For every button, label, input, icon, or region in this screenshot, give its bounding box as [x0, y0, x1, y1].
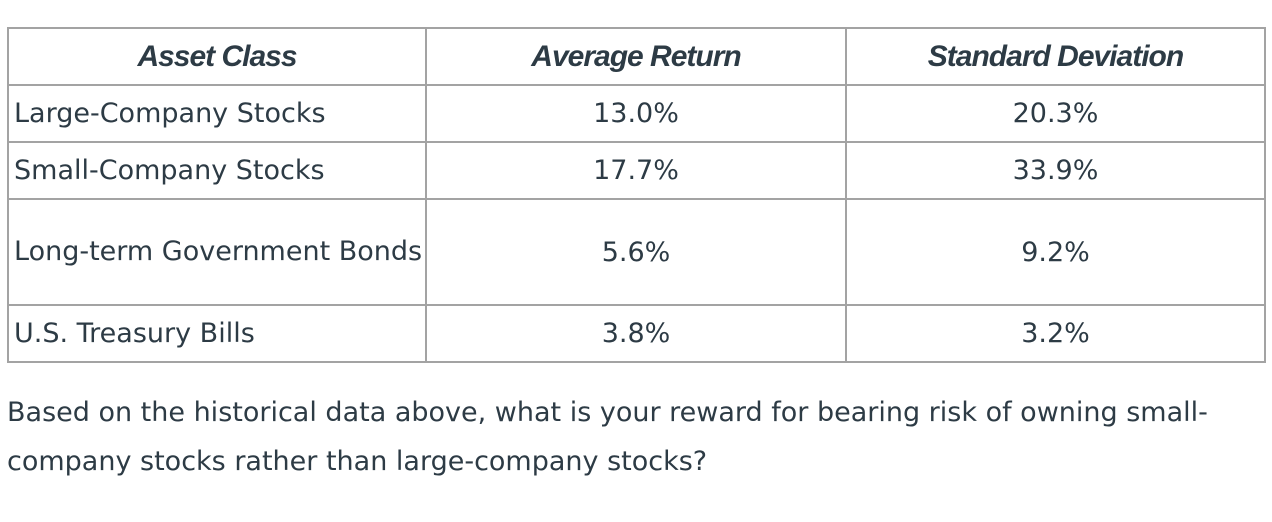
standard-deviation-cell: 20.3% — [845, 84, 1266, 143]
returns-table: Asset Class Average Return Standard Devi… — [7, 27, 1266, 363]
table-row: Small-Company Stocks 17.7% 33.9% — [7, 141, 1266, 200]
asset-class-cell: Large-Company Stocks — [7, 84, 427, 143]
header-average-return: Average Return — [425, 27, 847, 86]
table-header-row: Asset Class Average Return Standard Devi… — [7, 27, 1266, 86]
average-return-cell: 3.8% — [425, 304, 847, 363]
table-row: Large-Company Stocks 13.0% 20.3% — [7, 84, 1266, 143]
standard-deviation-cell: 9.2% — [845, 198, 1266, 306]
asset-class-cell: Long-term Government Bonds — [7, 198, 427, 306]
table-row: U.S. Treasury Bills 3.8% 3.2% — [7, 304, 1266, 363]
average-return-cell: 5.6% — [425, 198, 847, 306]
standard-deviation-cell: 33.9% — [845, 141, 1266, 200]
table-row: Long-term Government Bonds 5.6% 9.2% — [7, 198, 1266, 306]
header-asset-class: Asset Class — [7, 27, 427, 86]
question-text: Based on the historical data above, what… — [7, 397, 1208, 477]
header-standard-deviation: Standard Deviation — [845, 27, 1266, 86]
asset-class-cell: U.S. Treasury Bills — [7, 304, 427, 363]
returns-table-container: Asset Class Average Return Standard Devi… — [7, 27, 1266, 363]
average-return-cell: 13.0% — [425, 84, 847, 143]
standard-deviation-cell: 3.2% — [845, 304, 1266, 363]
asset-class-cell: Small-Company Stocks — [7, 141, 427, 200]
average-return-cell: 17.7% — [425, 141, 847, 200]
